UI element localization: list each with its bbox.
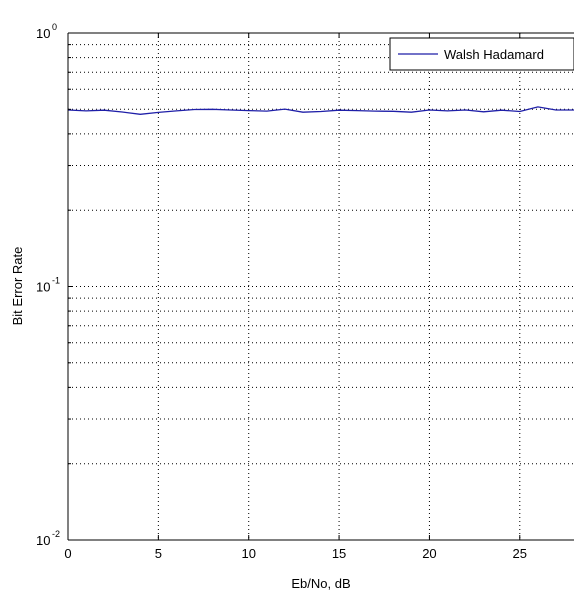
x-tick-label: 25 bbox=[513, 546, 527, 561]
series-layer bbox=[67, 106, 574, 115]
y-tick-label-exponent: -1 bbox=[52, 276, 60, 286]
x-tick-label: 20 bbox=[422, 546, 436, 561]
x-axis-label: Eb/No, dB bbox=[291, 576, 350, 591]
legend-entry-label: Walsh Hadamard bbox=[444, 47, 544, 62]
y-tick-label-base: 10 bbox=[36, 533, 50, 548]
ticks bbox=[67, 33, 521, 540]
x-tick-label: 0 bbox=[64, 546, 71, 561]
y-tick-label-base: 10 bbox=[36, 26, 50, 41]
series-line-walsh-hadamard bbox=[67, 106, 574, 115]
y-axis-label: Bit Error Rate bbox=[10, 247, 25, 326]
y-tick-label-base: 10 bbox=[36, 280, 50, 295]
y-tick-label-exponent: 0 bbox=[52, 22, 57, 32]
y-tick-label-exponent: -2 bbox=[52, 529, 60, 539]
grid bbox=[68, 33, 574, 540]
y-tick-label: 10 -2 bbox=[36, 529, 60, 548]
x-tick-labels: 0 5 10 15 20 25 bbox=[64, 546, 527, 561]
legend: Walsh Hadamard bbox=[389, 37, 574, 71]
x-tick-label: 5 bbox=[155, 546, 162, 561]
x-tick-label: 10 bbox=[241, 546, 255, 561]
y-tick-label: 10 -1 bbox=[36, 276, 60, 295]
y-tick-label: 10 0 bbox=[36, 22, 57, 41]
x-tick-label: 15 bbox=[332, 546, 346, 561]
